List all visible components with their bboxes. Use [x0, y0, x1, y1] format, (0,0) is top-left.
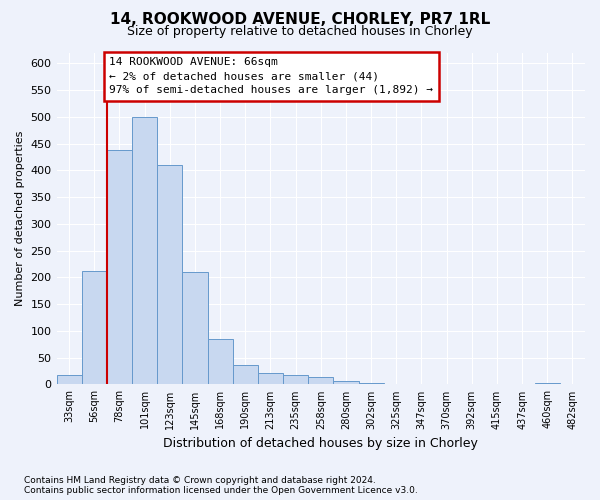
Bar — [182, 272, 208, 384]
Text: Contains public sector information licensed under the Open Government Licence v3: Contains public sector information licen… — [24, 486, 418, 495]
X-axis label: Distribution of detached houses by size in Chorley: Distribution of detached houses by size … — [163, 437, 478, 450]
Bar — [82, 271, 107, 384]
Y-axis label: Number of detached properties: Number of detached properties — [15, 131, 25, 306]
Bar — [283, 375, 308, 384]
Text: Contains HM Land Registry data © Crown copyright and database right 2024.: Contains HM Land Registry data © Crown c… — [24, 476, 376, 485]
Bar — [56, 375, 82, 384]
Bar — [132, 116, 157, 384]
Bar — [233, 365, 258, 384]
Text: 14, ROOKWOOD AVENUE, CHORLEY, PR7 1RL: 14, ROOKWOOD AVENUE, CHORLEY, PR7 1RL — [110, 12, 490, 28]
Text: Size of property relative to detached houses in Chorley: Size of property relative to detached ho… — [127, 25, 473, 38]
Text: 14 ROOKWOOD AVENUE: 66sqm
← 2% of detached houses are smaller (44)
97% of semi-d: 14 ROOKWOOD AVENUE: 66sqm ← 2% of detach… — [109, 58, 433, 96]
Bar — [258, 372, 283, 384]
Bar — [208, 340, 233, 384]
Bar — [157, 165, 182, 384]
Bar — [334, 380, 359, 384]
Bar — [308, 378, 334, 384]
Bar — [107, 150, 132, 384]
